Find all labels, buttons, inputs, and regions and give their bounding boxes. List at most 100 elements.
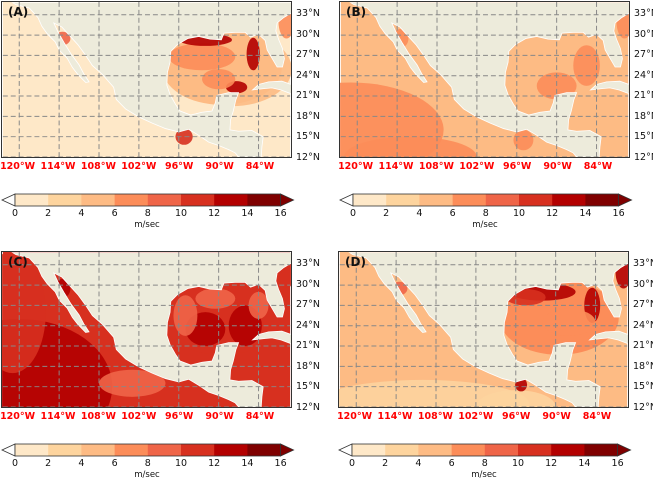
map-panel-d: (D) 33°N 30°N 27°N 24°N 21°N 18°N 15°N 12°N 120°W… (337, 251, 653, 491)
lon-tick-label: 96°W (502, 161, 532, 172)
colorbar-outline (351, 443, 619, 457)
lat-tick-label: 21°N (296, 340, 320, 352)
colorbar-segment (451, 444, 486, 456)
colorbar-tick-label: 10 (512, 208, 526, 219)
colorbar-tick-label: 8 (481, 458, 488, 469)
wind-speed-patch (99, 369, 166, 397)
colorbar-segment (552, 194, 586, 206)
colorbar-tick-label: 14 (241, 458, 254, 469)
colorbar-tick-label: 8 (144, 208, 151, 219)
lon-tick-label: 120°W (0, 161, 36, 172)
map-plot (339, 1, 630, 158)
lon-tick-label: 102°W (459, 161, 495, 172)
wind-speed-patch (542, 308, 596, 336)
colorbar-segment (48, 194, 82, 206)
colorbar-tick-label: 14 (578, 458, 591, 469)
colorbar-tick-label: 8 (482, 208, 489, 219)
lon-tick-label: 96°W (164, 161, 194, 172)
colorbar (338, 443, 632, 457)
lat-tick-label: 24°N (296, 319, 320, 331)
colorbar-segment (114, 194, 149, 206)
lat-tick-label: 33°N (296, 7, 320, 19)
colorbar-tick-label: 2 (45, 208, 52, 219)
lat-tick-label: 15°N (633, 381, 653, 393)
map-panel-a: (A) 33°N 30°N 27°N 24°N 21°N 18°N 15°N 12°N 120°W… (0, 1, 331, 241)
colorbar-segment (247, 194, 281, 206)
wind-speed-patch (513, 129, 534, 151)
colorbar-tick-label: 4 (415, 458, 422, 469)
colorbar-tick-label: 16 (612, 208, 625, 219)
lat-tick-label: 30°N (633, 278, 653, 290)
lon-tick-label: 84°W (583, 161, 613, 172)
colorbar-segment (352, 444, 386, 456)
colorbar-segment (48, 444, 82, 456)
colorbar-outline (14, 443, 282, 457)
colorbar-over-triangle (618, 193, 633, 207)
colorbar-segment (518, 444, 552, 456)
colorbar-tick-label: 14 (241, 208, 254, 219)
colorbar-unit-label: m/sec (134, 220, 160, 230)
lat-tick-label: 30°N (296, 28, 320, 40)
lon-tick-label: 90°W (543, 161, 572, 172)
colorbar-segment (15, 444, 49, 456)
colorbar-tick-label: 4 (416, 208, 423, 219)
wind-speed-patch (246, 37, 260, 71)
colorbar-tick-label: 16 (274, 458, 287, 469)
lat-tick-label: 12°N (296, 402, 320, 413)
colorbar-tick-label: 12 (545, 458, 558, 469)
lat-tick-label: 24°N (633, 319, 653, 331)
colorbar-tick-label: 12 (208, 458, 221, 469)
colorbar-tick-label: 6 (448, 458, 455, 469)
lon-tick-label: 84°W (245, 161, 275, 172)
colorbar-tick-label: 0 (348, 458, 356, 469)
colorbar-under-triangle (1, 443, 16, 457)
wind-speed-patch (202, 68, 236, 90)
lon-tick-label: 108°W (80, 161, 116, 172)
lon-tick-label: 84°W (582, 411, 612, 422)
colorbar-segment (452, 194, 487, 206)
lat-tick-label: 33°N (634, 7, 653, 19)
colorbar-over-triangle (280, 443, 295, 457)
colorbar-segment (81, 194, 115, 206)
lon-tick-label: 108°W (80, 411, 116, 422)
map-plot (338, 251, 629, 408)
colorbar-unit-label: m/sec (134, 470, 160, 480)
colorbar-tick-label: 4 (78, 458, 85, 469)
panel-label: (D) (345, 255, 366, 269)
colorbar-over-triangle (617, 443, 632, 457)
cuba-land (251, 80, 291, 95)
colorbar-tick-label: 10 (174, 208, 188, 219)
panel-label: (A) (8, 5, 29, 19)
colorbar-segment (585, 194, 619, 206)
colorbar-tick-label: 2 (383, 208, 390, 219)
colorbar-tick-label: 14 (579, 208, 592, 219)
colorbar-segment (181, 444, 215, 456)
colorbar-segment (147, 444, 182, 456)
lon-tick-label: 102°W (121, 411, 157, 422)
colorbar-tick-label: 16 (611, 458, 624, 469)
lat-tick-label: 27°N (633, 299, 653, 311)
lat-tick-label: 18°N (296, 110, 320, 122)
colorbar-segment (247, 444, 281, 456)
wind-speed-patch (195, 288, 236, 309)
lat-tick-label: 18°N (296, 360, 320, 372)
colorbar-tick-label: 0 (11, 458, 19, 469)
colorbar-tick-label: 10 (511, 458, 525, 469)
colorbar-segment (485, 194, 520, 206)
map-panel-c: (C) 33°N 30°N 27°N 24°N 21°N 18°N 15°N 12°N 120°W… (0, 251, 331, 491)
colorbar-segment (147, 194, 182, 206)
lat-tick-label: 33°N (633, 257, 653, 269)
colorbar-tick-label: 6 (449, 208, 456, 219)
panel-label: (B) (346, 5, 367, 19)
lon-tick-label: 96°W (501, 411, 531, 422)
colorbar-segment (81, 444, 115, 456)
cuba-land (251, 330, 291, 345)
cuba-land (589, 80, 629, 95)
lon-tick-label: 114°W (40, 411, 76, 422)
lat-tick-label: 12°N (633, 402, 653, 413)
lat-tick-label: 21°N (296, 90, 320, 102)
lat-tick-label: 12°N (296, 152, 320, 163)
colorbar-under-triangle (339, 193, 354, 207)
colorbar-segment (385, 444, 419, 456)
lat-tick-label: 33°N (296, 257, 320, 269)
